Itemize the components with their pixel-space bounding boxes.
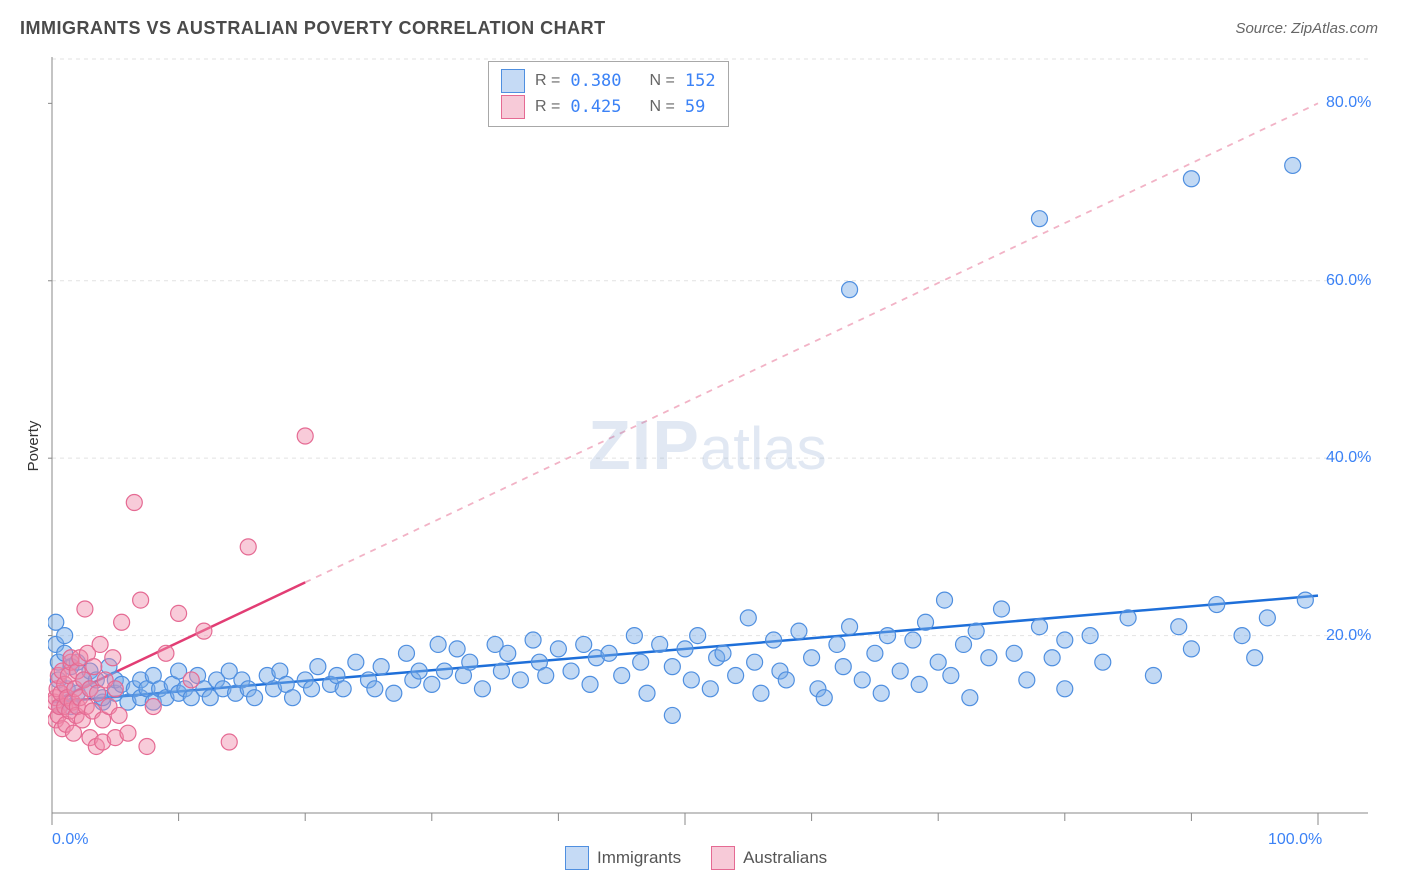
series-legend: Immigrants Australians [565,846,827,870]
n-label: N = [650,72,675,90]
stats-swatch [501,95,525,119]
r-value: 0.425 [570,97,621,117]
n-value: 152 [685,71,716,91]
legend-label: Australians [743,848,827,868]
legend-label: Immigrants [597,848,681,868]
legend-item: Australians [711,846,827,870]
y-tick-label: 40.0% [1326,449,1371,467]
legend-swatch [565,846,589,870]
legend-item: Immigrants [565,846,681,870]
stats-legend: R = 0.380 N = 152 R = 0.425 N = 59 [488,61,729,127]
y-tick-label: 20.0% [1326,627,1371,645]
n-label: N = [650,98,675,116]
stats-row: R = 0.380 N = 152 [501,68,716,94]
y-tick-label: 80.0% [1326,94,1371,112]
x-tick-label: 0.0% [52,831,88,849]
source-label: Source: ZipAtlas.com [1235,20,1378,37]
stats-row: R = 0.425 N = 59 [501,94,716,120]
r-label: R = [535,98,560,116]
plot-svg [48,55,1378,825]
stats-swatch [501,69,525,93]
r-value: 0.380 [570,71,621,91]
x-tick-label: 100.0% [1268,831,1322,849]
chart-title: IMMIGRANTS VS AUSTRALIAN POVERTY CORRELA… [20,18,606,39]
y-tick-label: 60.0% [1326,272,1371,290]
legend-swatch [711,846,735,870]
plot-area: ZIPatlas R =0.380N =152R =0.425N = 59 [48,55,1378,825]
chart-container: IMMIGRANTS VS AUSTRALIAN POVERTY CORRELA… [0,0,1406,892]
n-value: 59 [685,97,705,117]
r-label: R = [535,72,560,90]
y-axis-label: Poverty [25,421,42,472]
